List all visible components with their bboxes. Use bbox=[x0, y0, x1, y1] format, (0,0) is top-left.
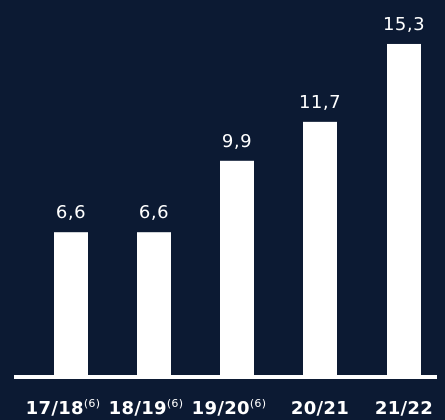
category-name: 18/19 bbox=[109, 398, 167, 419]
bar-18/19 bbox=[137, 232, 171, 375]
bar-17/18 bbox=[54, 232, 88, 375]
bars-group: 6,617/18(6)6,618/19(6)9,919/20(6)11,720/… bbox=[26, 14, 433, 419]
bar-20/21 bbox=[303, 121, 337, 375]
category-label: 20/21 bbox=[291, 398, 349, 419]
category-label: 17/18(6) bbox=[26, 397, 101, 419]
value-label: 11,7 bbox=[299, 92, 341, 113]
value-label: 6,6 bbox=[139, 202, 169, 223]
category-name: 19/20 bbox=[192, 398, 250, 419]
footnote-marker: (6) bbox=[84, 397, 100, 410]
footnote-marker: (6) bbox=[250, 397, 266, 410]
value-label: 6,6 bbox=[56, 202, 86, 223]
value-label: 9,9 bbox=[222, 131, 252, 152]
category-label: 19/20(6) bbox=[192, 397, 267, 419]
category-name: 17/18 bbox=[26, 398, 84, 419]
footnote-marker: (6) bbox=[167, 397, 183, 410]
bar-19/20 bbox=[220, 160, 254, 375]
category-label: 18/19(6) bbox=[109, 397, 184, 419]
category-label: 21/22 bbox=[375, 398, 433, 419]
value-label: 15,3 bbox=[383, 14, 425, 35]
bar-21/22 bbox=[387, 43, 421, 376]
